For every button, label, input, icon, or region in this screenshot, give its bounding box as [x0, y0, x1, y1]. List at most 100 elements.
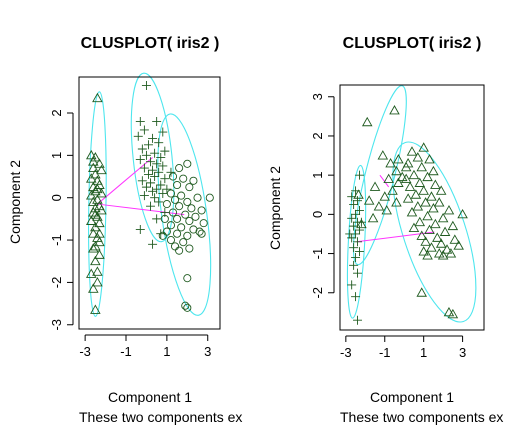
left-cluster-3-point: [185, 183, 194, 192]
left-cluster-2-point: [160, 174, 170, 184]
left-cluster-1-point: [96, 164, 107, 175]
left-cluster-2-point: [160, 146, 170, 156]
right-cluster-1-point: [351, 209, 361, 219]
right-cluster-3-point: [402, 193, 414, 203]
right-panel: CLUSPLOT( iris2 ) Component 2 Component …: [267, 35, 503, 425]
left-cluster-3-point: [181, 301, 190, 310]
left-cluster-2-point: [137, 144, 147, 154]
right-cluster-3-point: [422, 171, 433, 182]
left-cluster-3-point: [197, 206, 206, 215]
left-cluster-3-point: [177, 191, 186, 200]
right-x-tick-label: -3: [340, 345, 352, 360]
right-y-tick-label: 0: [310, 211, 325, 218]
right-y-axis-label: Component 2: [267, 166, 283, 250]
right-cluster-2-point: [356, 218, 367, 229]
right-y-tick-label: 3: [310, 93, 325, 100]
left-y-tick-label: 1: [49, 152, 64, 159]
right-y-tick-label: 1: [310, 172, 325, 179]
left-cluster-3-point: [181, 210, 190, 219]
left-cluster-connector-1: [97, 157, 153, 205]
right-cluster-3-point: [402, 157, 414, 168]
left-cluster-3-point: [160, 214, 169, 223]
left-cluster-3-point: [158, 231, 167, 240]
left-cluster-1-point: [94, 228, 105, 238]
left-x-tick-label: 1: [163, 344, 170, 359]
right-cluster-3-point: [424, 224, 435, 234]
left-cluster-1-point: [92, 194, 103, 204]
left-cluster-3-point: [185, 244, 194, 253]
left-cluster-3-point: [185, 216, 194, 226]
left-x-tick-label: 3: [204, 344, 211, 359]
left-cluster-2-point: [154, 167, 164, 177]
right-cluster-2-point: [391, 165, 402, 176]
right-cluster-3-point: [435, 238, 447, 248]
left-cluster-2-point: [137, 176, 147, 186]
right-cluster-2-point: [389, 105, 400, 115]
right-cluster-1-point: [353, 237, 363, 247]
right-x-axis-label: Component 1: [370, 389, 454, 405]
right-x-tick-label: 1: [420, 345, 427, 360]
left-cluster-3-point: [177, 223, 186, 232]
right-cluster-3-point: [447, 220, 459, 231]
right-plot-area: -3 -1 1 3 -2 -1 0 1 2 3: [310, 84, 485, 360]
right-subtitle: These two components ex: [340, 409, 503, 425]
left-cluster-2-point: [146, 157, 156, 167]
left-cluster-3-point: [168, 172, 178, 181]
right-cluster-1-point: [347, 213, 357, 223]
right-cluster-3-point: [433, 197, 445, 207]
left-subtitle: These two components ex: [79, 409, 242, 425]
left-cluster-2-point: [150, 193, 160, 203]
left-cluster-2-point: [156, 180, 166, 190]
left-cluster-1-point: [92, 276, 103, 287]
right-cluster-1-point: [351, 252, 361, 262]
right-cluster-2-point: [361, 116, 373, 127]
right-cluster-1-point: [353, 196, 363, 206]
left-cluster-2-point: [154, 138, 164, 148]
left-cluster-2-point: [152, 159, 162, 169]
left-cluster-3-point: [189, 176, 198, 185]
left-cluster-2-point: [141, 150, 151, 160]
left-cluster-2-point: [143, 140, 153, 150]
left-cluster-3-point: [173, 214, 182, 223]
right-cluster-3-point: [426, 191, 437, 201]
right-cluster-1-ellipse: [346, 164, 367, 319]
left-cluster-2-point: [150, 148, 160, 158]
left-cluster-2-point: [158, 161, 168, 171]
left-cluster-2-point: [143, 169, 153, 179]
right-cluster-3-point: [424, 154, 435, 164]
right-cluster-3-point: [416, 230, 427, 240]
left-x-tick-label: -3: [79, 344, 91, 359]
left-cluster-3-point: [179, 174, 188, 183]
left-cluster-2-point: [135, 224, 145, 234]
left-cluster-3-point: [179, 238, 188, 247]
right-cluster-1-point: [354, 247, 364, 257]
right-cluster-2-point: [387, 185, 398, 195]
right-cluster-3-point: [406, 206, 418, 217]
right-cluster-2-point: [379, 191, 391, 201]
left-cluster-1-point: [88, 207, 99, 217]
left-cluster-2-point: [139, 125, 149, 135]
right-chart-title: CLUSPLOT( iris2 ): [343, 35, 482, 52]
right-cluster-3-point: [447, 308, 459, 319]
left-cluster-2-point: [158, 127, 168, 137]
right-cluster-3-point: [437, 212, 449, 223]
right-y-tick-label: 2: [310, 132, 325, 139]
left-cluster-2-point: [141, 80, 151, 90]
left-cluster-2-point: [146, 201, 156, 211]
left-cluster-1-point: [88, 162, 99, 173]
left-cluster-2-point: [166, 167, 176, 177]
left-cluster-3-point: [170, 195, 180, 204]
left-cluster-2-point: [152, 116, 162, 126]
right-cluster-3-ellipse: [392, 141, 477, 323]
right-cluster-2-point: [393, 154, 404, 164]
left-cluster-2-point: [139, 191, 149, 201]
right-cluster-3-point: [435, 185, 447, 195]
left-cluster-3-point: [173, 180, 182, 190]
left-cluster-1-point: [85, 190, 97, 200]
right-cluster-3-point: [414, 216, 426, 227]
left-cluster-3-point: [183, 159, 192, 168]
right-cluster-1-point: [353, 268, 363, 278]
left-cluster-2-point: [135, 116, 145, 126]
right-x-tick-label: 3: [459, 345, 466, 360]
